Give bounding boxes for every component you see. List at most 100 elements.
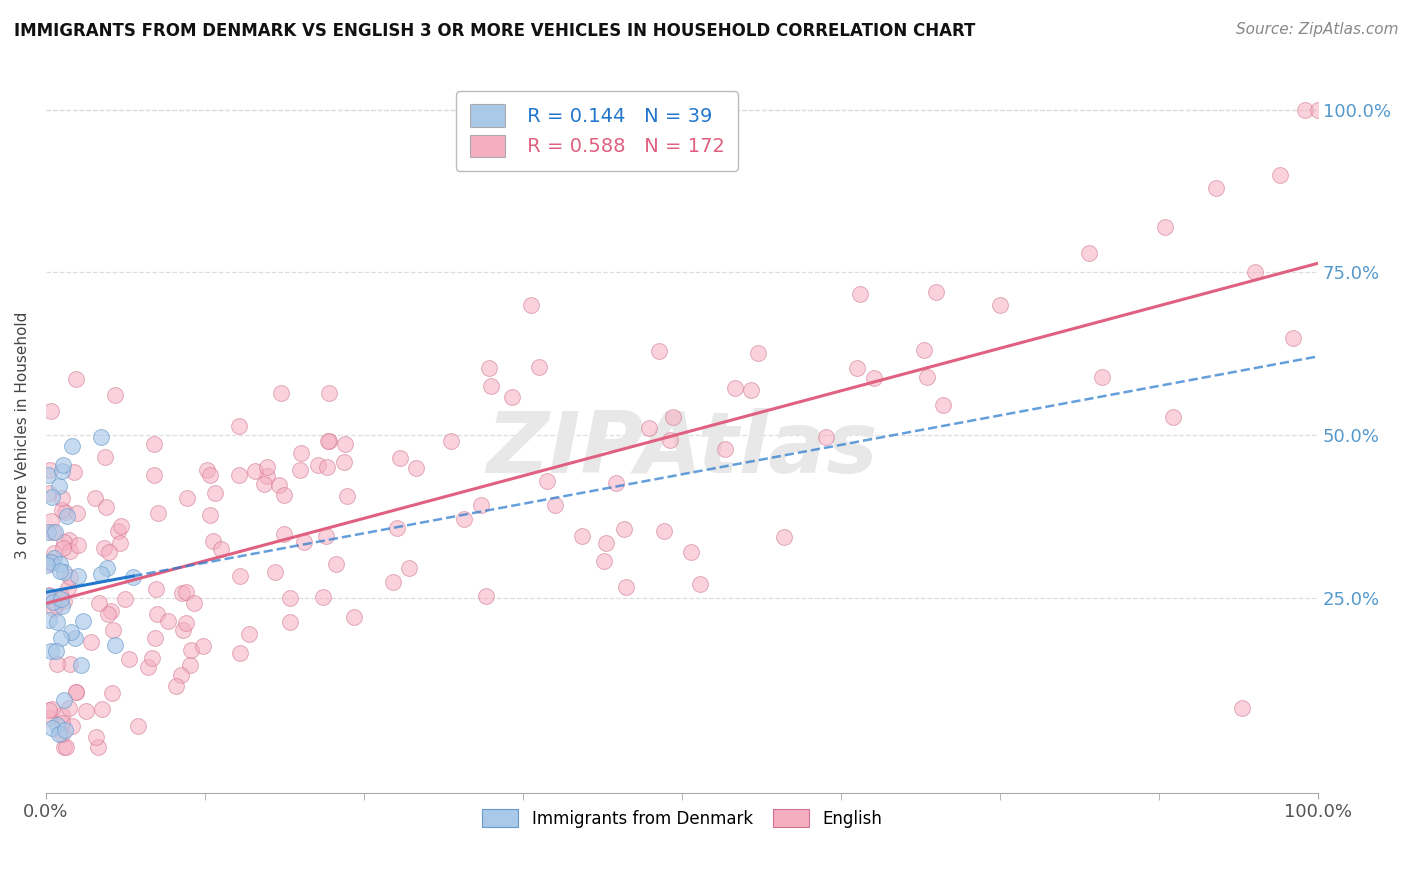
Point	[93, 541, 115, 555]
Point	[290, 445, 312, 459]
Point	[1091, 370, 1114, 384]
Point	[49, 592, 72, 607]
Point	[51, 708, 73, 723]
Point	[228, 418, 250, 433]
Point	[172, 623, 194, 637]
Point	[39, 463, 62, 477]
Point	[172, 586, 194, 600]
Point	[1163, 409, 1185, 424]
Point	[661, 409, 683, 424]
Point	[143, 437, 166, 451]
Point	[38, 710, 60, 724]
Point	[44, 525, 66, 540]
Point	[270, 386, 292, 401]
Point	[405, 461, 427, 475]
Point	[44, 546, 66, 560]
Point	[198, 468, 221, 483]
Point	[49, 590, 72, 604]
Point	[60, 719, 83, 733]
Point	[520, 298, 543, 312]
Point	[288, 463, 311, 477]
Point	[637, 420, 659, 434]
Point	[318, 385, 340, 400]
Point	[229, 569, 252, 583]
Point	[527, 359, 550, 374]
Point	[141, 651, 163, 665]
Point	[988, 298, 1011, 312]
Point	[229, 646, 252, 660]
Point	[689, 576, 711, 591]
Point	[51, 464, 73, 478]
Point	[1154, 219, 1177, 234]
Point	[183, 596, 205, 610]
Point	[45, 615, 67, 629]
Point	[202, 534, 225, 549]
Point	[165, 679, 187, 693]
Point	[198, 508, 221, 523]
Point	[104, 638, 127, 652]
Point	[65, 631, 87, 645]
Point	[49, 564, 72, 578]
Point	[60, 439, 83, 453]
Legend: Immigrants from Denmark, English: Immigrants from Denmark, English	[475, 803, 889, 834]
Point	[915, 370, 938, 384]
Point	[501, 390, 523, 404]
Point	[42, 524, 65, 539]
Point	[51, 491, 73, 505]
Point	[38, 613, 60, 627]
Point	[38, 703, 60, 717]
Point	[66, 538, 89, 552]
Point	[48, 479, 70, 493]
Point	[659, 434, 682, 448]
Point	[84, 491, 107, 505]
Point	[51, 631, 73, 645]
Point	[315, 459, 337, 474]
Point	[136, 660, 159, 674]
Point	[55, 723, 77, 738]
Point	[37, 589, 59, 603]
Point	[51, 541, 73, 555]
Point	[51, 599, 73, 614]
Point	[740, 383, 762, 397]
Point	[118, 651, 141, 665]
Point	[312, 590, 335, 604]
Point	[307, 458, 329, 473]
Point	[318, 434, 340, 448]
Point	[204, 486, 226, 500]
Point	[256, 468, 278, 483]
Point	[98, 545, 121, 559]
Text: IMMIGRANTS FROM DENMARK VS ENGLISH 3 OR MORE VEHICLES IN HOUSEHOLD CORRELATION C: IMMIGRANTS FROM DENMARK VS ENGLISH 3 OR …	[14, 22, 976, 40]
Point	[41, 404, 63, 418]
Point	[45, 643, 67, 657]
Point	[51, 503, 73, 517]
Point	[59, 570, 82, 584]
Point	[39, 644, 62, 658]
Point	[65, 684, 87, 698]
Point	[1078, 246, 1101, 260]
Point	[679, 545, 702, 559]
Point	[39, 555, 62, 569]
Point	[278, 615, 301, 629]
Point	[58, 533, 80, 547]
Point	[478, 361, 501, 376]
Point	[388, 450, 411, 465]
Point	[101, 623, 124, 637]
Point	[91, 702, 114, 716]
Point	[256, 460, 278, 475]
Point	[343, 610, 366, 624]
Point	[593, 554, 616, 568]
Point	[41, 555, 63, 569]
Point	[398, 560, 420, 574]
Point	[51, 716, 73, 731]
Point	[107, 524, 129, 538]
Point	[814, 430, 837, 444]
Point	[63, 465, 86, 479]
Point	[52, 593, 75, 607]
Point	[38, 485, 60, 500]
Point	[156, 614, 179, 628]
Point	[142, 468, 165, 483]
Point	[544, 498, 567, 512]
Point	[846, 361, 869, 376]
Point	[191, 640, 214, 654]
Point	[269, 477, 291, 491]
